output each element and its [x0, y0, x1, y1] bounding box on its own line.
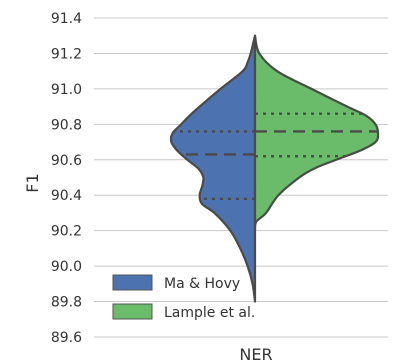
y-tick-label: 91.2 [51, 46, 82, 62]
y-tick-labels: 89.6 89.8 90.0 90.2 90.4 90.6 90.8 91.0 91.2 91.4 [51, 11, 82, 346]
y-tick-label: 90.0 [51, 259, 82, 275]
violin-half-ma-hovy [169, 34, 257, 303]
legend-label-ma-hovy: Ma & Hovy [164, 276, 240, 292]
x-axis-label: NER [239, 345, 272, 364]
violin-bodies [169, 34, 380, 303]
y-tick-label: 91.4 [51, 11, 82, 27]
y-tick-label: 90.6 [51, 153, 82, 169]
violin-half-lample [253, 34, 380, 232]
y-axis-label: F1 [23, 173, 42, 192]
y-tick-label: 90.4 [51, 188, 82, 204]
legend-label-lample: Lample et al. [164, 305, 255, 321]
y-tick-label: 90.2 [51, 224, 82, 240]
y-tick-label: 90.8 [51, 117, 82, 133]
y-tick-label: 89.6 [51, 330, 82, 346]
y-tick-label: 89.8 [51, 295, 82, 311]
legend: Ma & Hovy Lample et al. [112, 274, 255, 321]
y-tick-label: 91.0 [51, 82, 82, 98]
legend-swatch-ma-hovy [112, 274, 153, 291]
legend-swatch-lample [112, 303, 153, 320]
